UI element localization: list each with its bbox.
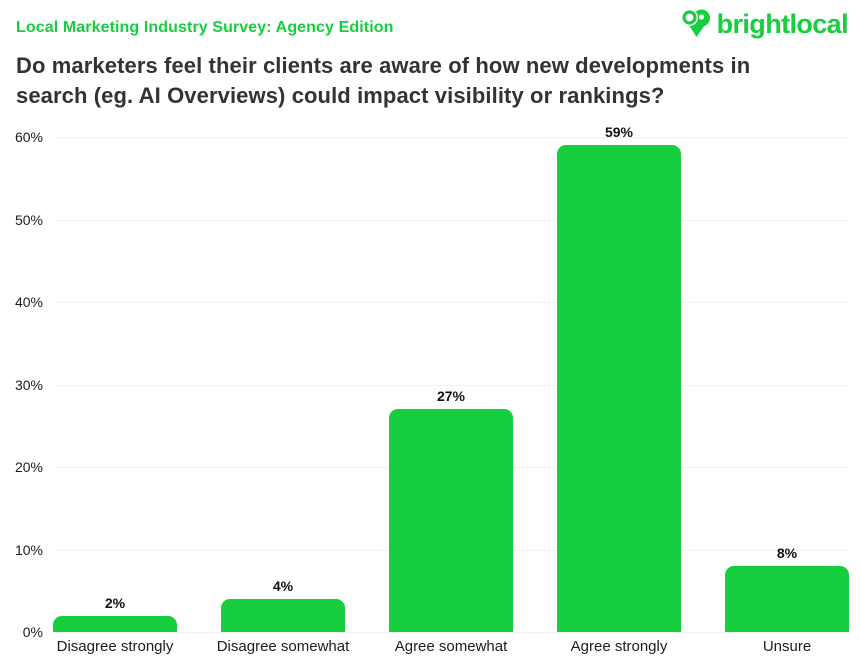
y-tick-label-40: 40% [14, 294, 43, 310]
y-tick-label-0: 0% [22, 624, 43, 640]
y-tick-label-30: 30% [14, 376, 43, 393]
chart-title-line-1: Do marketers feel their clients are awar… [16, 53, 751, 78]
chart-title-line-2: search (eg. AI Overviews) could impact v… [16, 83, 665, 108]
bar-agree-somewhat [389, 409, 513, 632]
bar-group-unsure: 8% [703, 0, 860, 632]
bar-disagree-strongly [53, 615, 177, 632]
category-label-agree-strongly: Agree strongly [570, 638, 668, 655]
bar-value-label-disagree-strongly: 2% [104, 594, 126, 611]
brightlocal-heart-pin-icon [680, 8, 713, 40]
gridline-40 [55, 302, 848, 303]
bar-group-disagree-somewhat: 4% [199, 0, 367, 632]
bar-unsure [725, 566, 849, 632]
bar-group-agree-strongly: 59% [535, 0, 703, 632]
gridline-60 [55, 137, 848, 138]
y-tick-label-10: 10% [14, 541, 43, 558]
bar-value-label-disagree-somewhat: 4% [272, 578, 294, 594]
gridline-30 [55, 384, 848, 386]
bar-value-label-unsure: 8% [776, 545, 798, 561]
gridline-50 [55, 219, 848, 221]
category-labels-row: Disagree strongly Disagree somewhat Agree … [31, 638, 860, 656]
bar-agree-strongly [557, 145, 681, 632]
bar-value-label-agree-strongly: 59% [604, 124, 634, 141]
bar-value-label-agree-somewhat: 27% [436, 388, 466, 405]
category-label-disagree-somewhat: Disagree somewhat [216, 638, 350, 655]
bar-group-disagree-strongly: 2% [31, 0, 199, 632]
survey-edition-label: Local Marketing Industry Survey: Agency … [16, 19, 394, 36]
category-label-disagree-strongly: Disagree strongly [56, 638, 174, 655]
bars-row: 2% 4% 27% 59% 8% [31, 0, 860, 632]
category-label-agree-somewhat: Agree somewhat [394, 638, 508, 655]
y-tick-label-60: 60% [14, 129, 43, 145]
gridline-0 [55, 632, 848, 633]
brightlocal-logo: brightlocal [680, 8, 849, 40]
chart-title: Do marketers feel their clients are awar… [16, 51, 846, 111]
category-label-unsure: Unsure [762, 638, 812, 655]
y-tick-label-20: 20% [14, 459, 43, 475]
brightlocal-logo-text: brightlocal [716, 9, 849, 39]
bar-disagree-somewhat [221, 599, 345, 632]
bar-group-agree-somewhat: 27% [367, 0, 535, 632]
y-tick-label-50: 50% [14, 211, 43, 228]
